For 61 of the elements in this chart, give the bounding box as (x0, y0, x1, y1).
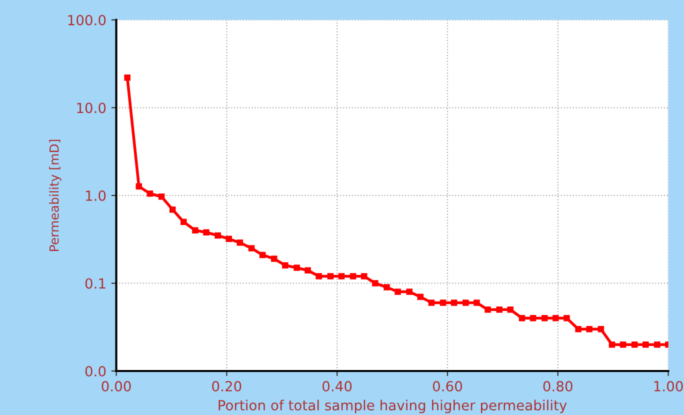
point (236, 240, 244, 246)
point (214, 232, 221, 239)
y-axis-title: Permeability [mD] (49, 140, 62, 251)
point (406, 288, 413, 295)
point (440, 300, 446, 306)
point (372, 280, 378, 286)
y-tick-label: 0.1 (85, 278, 106, 289)
point (169, 206, 176, 213)
point (248, 245, 255, 252)
point (226, 236, 232, 242)
x-tick-label: 0.40 (322, 380, 352, 392)
point (642, 341, 649, 348)
point (450, 300, 458, 306)
point (507, 306, 514, 313)
y-tick-label: 10.0 (77, 102, 106, 114)
point (654, 341, 660, 348)
point (496, 306, 502, 313)
x-tick-label: 0.60 (432, 380, 462, 392)
point (586, 326, 592, 332)
point (203, 229, 210, 236)
point (124, 74, 130, 81)
point (259, 252, 266, 258)
point (316, 273, 322, 280)
x-tick-label: 0.80 (543, 380, 572, 392)
y-tick-label: 0.0 (85, 366, 106, 376)
point (564, 315, 570, 322)
point (530, 315, 536, 322)
x-tick-label: 0.20 (212, 380, 242, 392)
point (271, 256, 278, 262)
point (338, 273, 345, 280)
point (394, 288, 401, 295)
point (282, 262, 288, 268)
point (608, 341, 616, 348)
point (158, 194, 165, 200)
y-tick-label: 100.0 (68, 14, 106, 26)
x-tick-label: 0.00 (102, 380, 131, 392)
point (146, 190, 154, 197)
point (541, 315, 548, 322)
point (136, 183, 142, 190)
y-tick-label: 1.0 (86, 190, 106, 201)
point (417, 294, 424, 300)
point (294, 264, 300, 271)
x-tick-label: 1.00 (654, 380, 683, 392)
point (474, 300, 480, 306)
point (484, 306, 491, 313)
point (180, 218, 187, 226)
point (620, 341, 626, 348)
point (552, 315, 559, 322)
point (327, 273, 334, 280)
point (350, 273, 356, 280)
point (304, 267, 311, 274)
point (462, 300, 469, 306)
point (631, 341, 638, 348)
point (192, 227, 198, 234)
point (575, 326, 582, 332)
point (598, 326, 604, 332)
point (518, 315, 526, 322)
point (384, 284, 390, 290)
point (360, 273, 368, 280)
point (428, 300, 435, 306)
x-axis-title: Portion of total sample having higher permeability (218, 400, 567, 414)
